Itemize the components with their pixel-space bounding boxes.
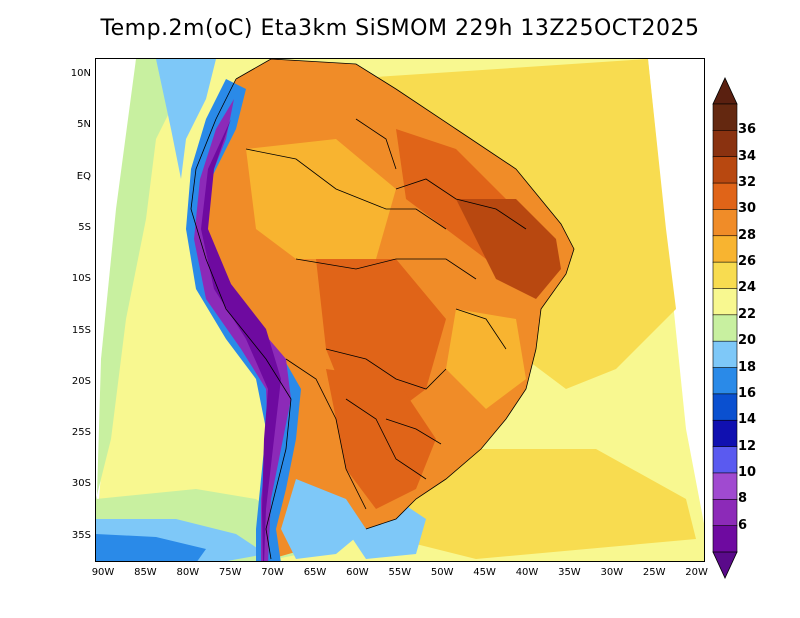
temperature-map: [95, 58, 705, 562]
andes-ridge-core: [201, 119, 281, 561]
lon-label: 75W: [218, 567, 242, 578]
colorbar-segment: [712, 446, 738, 474]
colorbar-segment: [712, 393, 738, 421]
colorbar-segment: [712, 261, 738, 290]
lon-label: 55W: [388, 567, 412, 578]
colorbar-label: 30: [738, 201, 757, 217]
southern-blue: [96, 534, 206, 561]
colorbar-segment: [712, 340, 738, 369]
colorbar-label: 12: [738, 438, 757, 454]
lon-label: 50W: [430, 567, 454, 578]
colorbar-segment: [712, 235, 738, 263]
colorbar-segment: [712, 156, 738, 184]
colorbar-over-arrow: [712, 77, 738, 105]
colorbar-segment: [712, 314, 738, 342]
lat-label: 20S: [71, 375, 91, 387]
warm-southeast: [446, 309, 526, 409]
colorbar-label: 20: [738, 333, 757, 349]
lon-label: 90W: [91, 567, 115, 578]
colorbar-segment: [712, 525, 738, 553]
colorbar-segment: [712, 209, 738, 237]
colorbar-label: 36: [738, 122, 757, 138]
lon-label: 60W: [346, 567, 369, 578]
colorbar-segment: [712, 103, 738, 131]
colorbar-segment: [712, 472, 738, 500]
colorbar-label: 34: [738, 148, 757, 164]
pacific-blue-band: [156, 59, 216, 179]
colorbar-segment: [712, 367, 738, 395]
colorbar-under-arrow: [712, 551, 738, 579]
colorbar-segment: [712, 130, 738, 158]
temperature-colorbar: [712, 77, 738, 579]
lat-label: 10S: [71, 273, 91, 285]
map-title: Temp.2m(oC) Eta3km SiSMOM 229h 13Z25OCT2…: [100, 16, 700, 41]
lat-label: EQ: [76, 170, 91, 182]
colorbar-label: 6: [738, 517, 748, 533]
lon-label: 40W: [515, 567, 539, 578]
colorbar-segment: [712, 288, 738, 316]
patagonia-cool: [281, 479, 366, 559]
hot-interior-northeast: [456, 199, 561, 299]
lat-label: 35S: [71, 529, 91, 541]
lat-label: 30S: [71, 478, 91, 490]
lat-label: 5S: [78, 221, 91, 233]
lat-label: 5N: [77, 119, 91, 131]
colorbar-label: 10: [738, 464, 757, 480]
lon-label: 20W: [685, 567, 708, 578]
lon-label: 35W: [558, 567, 581, 578]
lon-label: 65W: [303, 567, 327, 578]
colorbar-label: 22: [738, 306, 757, 322]
colorbar-segment: [712, 419, 738, 448]
colorbar-segment: [712, 498, 738, 527]
lon-label: 30W: [600, 567, 624, 578]
lat-label: 10N: [70, 68, 91, 79]
lat-label: 25S: [71, 427, 91, 439]
map-canvas: [96, 59, 704, 561]
colorbar-label: 8: [738, 491, 748, 507]
colorbar-label: 18: [738, 359, 757, 375]
warm-amazon: [246, 139, 396, 259]
lon-label: 80W: [176, 567, 200, 578]
lon-label: 85W: [134, 567, 157, 578]
colorbar-label: 24: [738, 280, 757, 296]
lon-label: 25W: [642, 567, 666, 578]
colorbar-segment: [712, 182, 738, 211]
colorbar-label: 28: [738, 227, 757, 243]
lon-label: 45W: [473, 567, 496, 578]
lon-label: 70W: [261, 567, 284, 578]
south-atlantic-green: [346, 499, 426, 559]
lat-label: 15S: [71, 324, 91, 336]
colorbar-label: 16: [738, 385, 757, 401]
colorbar-label: 26: [738, 254, 757, 270]
colorbar-label: 32: [738, 175, 757, 191]
political-borders: [190, 59, 575, 560]
colorbar-label: 14: [738, 412, 757, 428]
